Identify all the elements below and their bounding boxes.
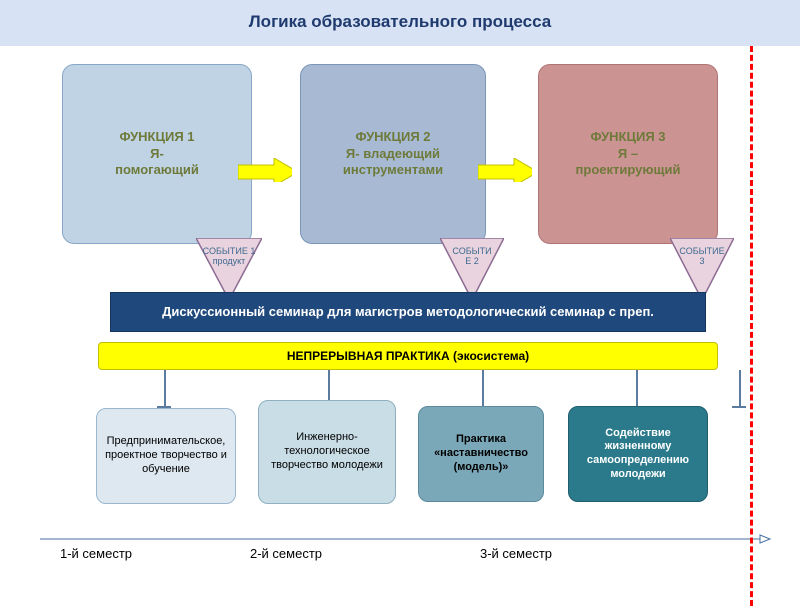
semester-3: 3-й семестр xyxy=(480,546,552,561)
connector-line xyxy=(739,370,741,406)
subbox-2: Инженерно-технологическое творчество мол… xyxy=(258,400,396,504)
practice-bar: НЕПРЕРЫВНАЯ ПРАКТИКА (экосистема) xyxy=(98,342,718,370)
page-title: Логика образовательного процесса xyxy=(249,12,552,31)
event-triangle-2: СОБЫТИЕ 2 xyxy=(440,238,504,272)
arrow-1 xyxy=(238,158,292,182)
function-box-2: ФУНКЦИЯ 2Я- владеющий инструментами xyxy=(300,64,486,244)
function-box-3: ФУНКЦИЯ 3Я –проектирующий xyxy=(538,64,718,244)
timeline-arrow xyxy=(40,533,772,545)
red-dashed-line xyxy=(750,46,753,606)
seminar-bar: Дискуссионный семинар для магистров мето… xyxy=(110,292,706,332)
connector-tick xyxy=(732,406,746,408)
connector-line xyxy=(482,370,484,406)
connector-line xyxy=(636,370,638,406)
function-box-1: ФУНКЦИЯ 1Я-помогающий xyxy=(62,64,252,244)
event-triangle-1: СОБЫТИЕ 1продукт xyxy=(196,238,262,272)
practice-label: НЕПРЕРЫВНАЯ ПРАКТИКА (экосистема) xyxy=(287,349,529,363)
semester-2: 2-й семестр xyxy=(250,546,322,561)
subbox-4: Содействие жизненному самоопределению мо… xyxy=(568,406,708,502)
subbox-1: Предпринимательское, проектное творчеств… xyxy=(96,408,236,504)
connector-line xyxy=(164,370,166,406)
subbox-3: Практика «наставничество (модель)» xyxy=(418,406,544,502)
seminar-label: Дискуссионный семинар для магистров мето… xyxy=(162,304,654,320)
event-triangle-3: СОБЫТИЕ3 xyxy=(670,238,734,272)
semester-1: 1-й семестр xyxy=(60,546,132,561)
diagram-stage: ФУНКЦИЯ 1Я-помогающий ФУНКЦИЯ 2Я- владею… xyxy=(0,46,800,608)
arrow-2 xyxy=(478,158,532,182)
title-bar: Логика образовательного процесса xyxy=(0,0,800,46)
